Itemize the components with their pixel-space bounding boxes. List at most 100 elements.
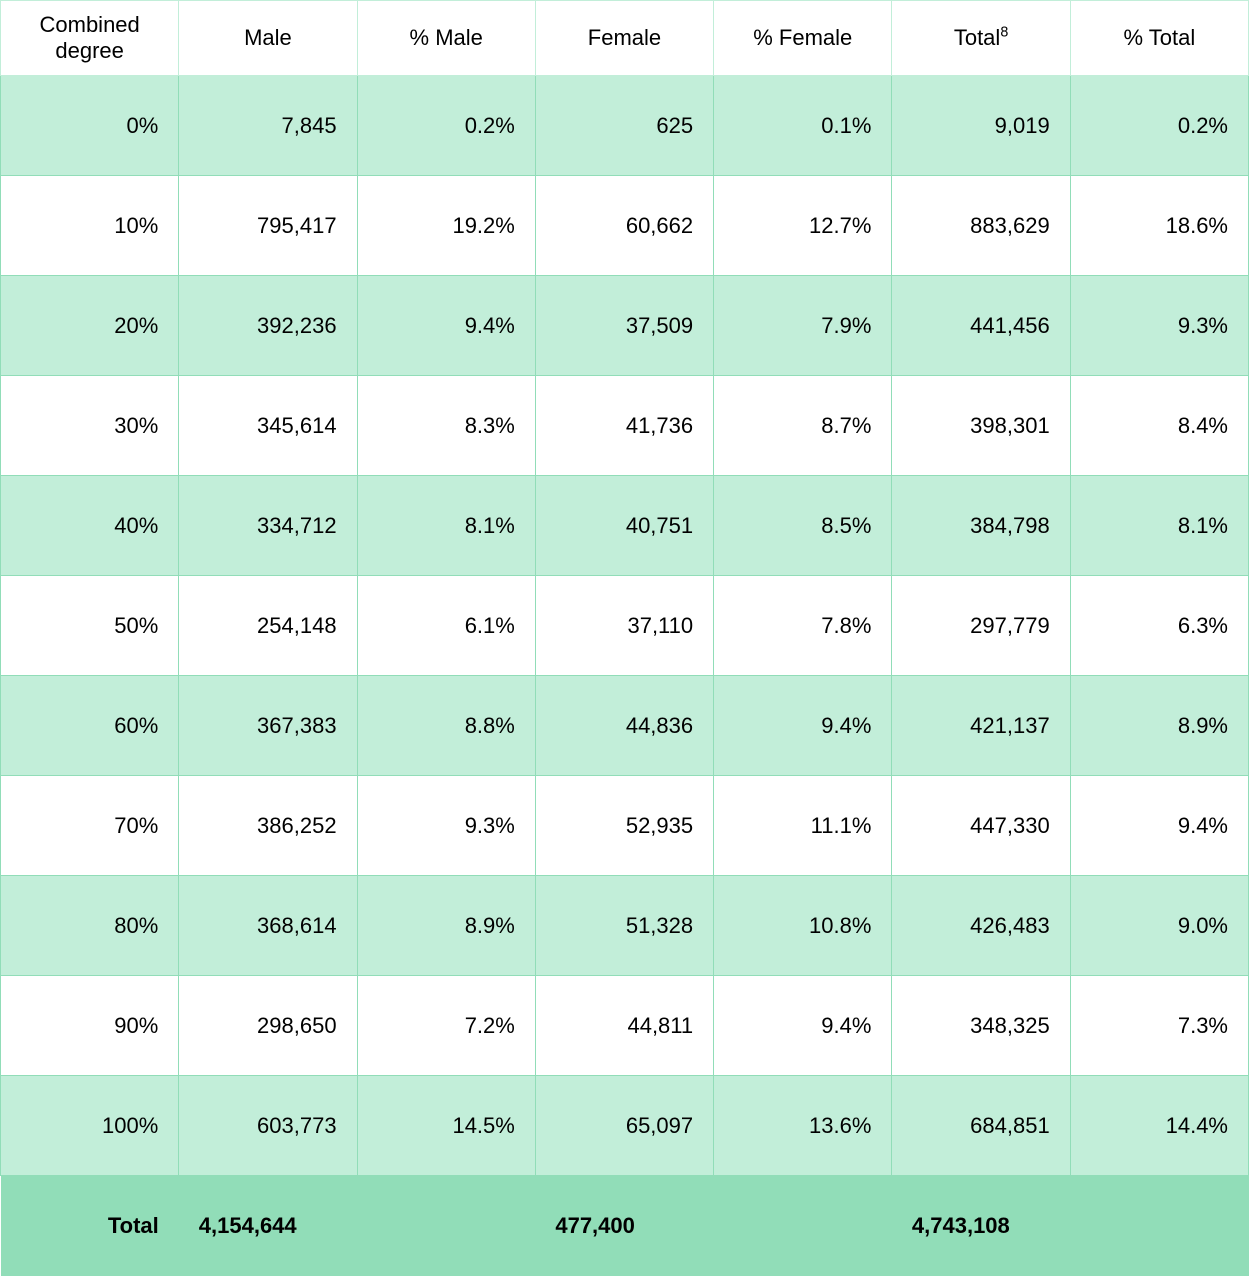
cell-total: 883,629 [892, 176, 1070, 276]
cell-pct_female: 13.6% [714, 1076, 892, 1176]
footer-pct-female [714, 1176, 892, 1276]
cell-combined_degree: 50% [1, 576, 179, 676]
table-row: 10%795,41719.2%60,66212.7%883,62918.6% [1, 176, 1249, 276]
col-header-label: Total [954, 25, 1000, 50]
cell-pct_male: 8.1% [357, 476, 535, 576]
cell-total: 348,325 [892, 976, 1070, 1076]
col-header-label: Male [244, 25, 292, 50]
table-header: Combined degree Male % Male Female % Female T… [1, 1, 1249, 76]
cell-female: 44,836 [535, 676, 713, 776]
cell-pct_total: 9.4% [1070, 776, 1248, 876]
table-row: 0%7,8450.2%6250.1%9,0190.2% [1, 76, 1249, 176]
cell-total: 426,483 [892, 876, 1070, 976]
footer-label: Total [1, 1176, 179, 1276]
cell-combined_degree: 30% [1, 376, 179, 476]
cell-female: 44,811 [535, 976, 713, 1076]
col-header-label: Female [588, 25, 661, 50]
cell-pct_female: 8.5% [714, 476, 892, 576]
cell-pct_male: 8.3% [357, 376, 535, 476]
cell-male: 7,845 [179, 76, 357, 176]
cell-pct_female: 0.1% [714, 76, 892, 176]
col-header-label: Combined degree [40, 12, 140, 63]
cell-pct_male: 8.8% [357, 676, 535, 776]
cell-pct_female: 7.8% [714, 576, 892, 676]
table-row: 100%603,77314.5%65,09713.6%684,85114.4% [1, 1076, 1249, 1176]
cell-pct_female: 9.4% [714, 676, 892, 776]
cell-pct_male: 0.2% [357, 76, 535, 176]
cell-pct_total: 7.3% [1070, 976, 1248, 1076]
col-header-female: Female [535, 1, 713, 76]
col-header-pct_male: % Male [357, 1, 535, 76]
footer-pct-male [357, 1176, 535, 1276]
col-header-male: Male [179, 1, 357, 76]
cell-male: 345,614 [179, 376, 357, 476]
cell-pct_male: 7.2% [357, 976, 535, 1076]
cell-combined_degree: 0% [1, 76, 179, 176]
col-header-pct_female: % Female [714, 1, 892, 76]
cell-pct_total: 9.3% [1070, 276, 1248, 376]
cell-combined_degree: 60% [1, 676, 179, 776]
col-header-superscript: 8 [1000, 25, 1008, 41]
cell-total: 297,779 [892, 576, 1070, 676]
cell-pct_total: 8.4% [1070, 376, 1248, 476]
footer-female-total: 477,400 [535, 1176, 713, 1276]
cell-female: 625 [535, 76, 713, 176]
cell-female: 41,736 [535, 376, 713, 476]
cell-female: 40,751 [535, 476, 713, 576]
cell-pct_total: 6.3% [1070, 576, 1248, 676]
cell-male: 367,383 [179, 676, 357, 776]
cell-pct_male: 9.3% [357, 776, 535, 876]
cell-male: 386,252 [179, 776, 357, 876]
table-row: 30%345,6148.3%41,7368.7%398,3018.4% [1, 376, 1249, 476]
cell-pct_male: 9.4% [357, 276, 535, 376]
cell-pct_total: 8.9% [1070, 676, 1248, 776]
cell-combined_degree: 10% [1, 176, 179, 276]
table-row: 20%392,2369.4%37,5097.9%441,4569.3% [1, 276, 1249, 376]
cell-female: 60,662 [535, 176, 713, 276]
header-row: Combined degree Male % Male Female % Female T… [1, 1, 1249, 76]
cell-female: 51,328 [535, 876, 713, 976]
cell-combined_degree: 40% [1, 476, 179, 576]
cell-pct_female: 7.9% [714, 276, 892, 376]
col-header-label: % Female [753, 25, 852, 50]
table-row: 70%386,2529.3%52,93511.1%447,3309.4% [1, 776, 1249, 876]
cell-pct_total: 9.0% [1070, 876, 1248, 976]
cell-male: 254,148 [179, 576, 357, 676]
cell-total: 398,301 [892, 376, 1070, 476]
cell-pct_female: 8.7% [714, 376, 892, 476]
col-header-combined_degree: Combined degree [1, 1, 179, 76]
cell-male: 795,417 [179, 176, 357, 276]
cell-pct_male: 14.5% [357, 1076, 535, 1176]
cell-male: 603,773 [179, 1076, 357, 1176]
cell-female: 37,110 [535, 576, 713, 676]
cell-pct_total: 8.1% [1070, 476, 1248, 576]
cell-total: 684,851 [892, 1076, 1070, 1176]
table-row: 90%298,6507.2%44,8119.4%348,3257.3% [1, 976, 1249, 1076]
cell-combined_degree: 70% [1, 776, 179, 876]
cell-pct_male: 8.9% [357, 876, 535, 976]
cell-combined_degree: 80% [1, 876, 179, 976]
cell-female: 52,935 [535, 776, 713, 876]
cell-pct_female: 9.4% [714, 976, 892, 1076]
footer-male-total: 4,154,644 [179, 1176, 357, 1276]
cell-pct_female: 12.7% [714, 176, 892, 276]
cell-total: 421,137 [892, 676, 1070, 776]
cell-pct_female: 10.8% [714, 876, 892, 976]
cell-male: 334,712 [179, 476, 357, 576]
cell-female: 65,097 [535, 1076, 713, 1176]
cell-pct_male: 19.2% [357, 176, 535, 276]
cell-pct_total: 18.6% [1070, 176, 1248, 276]
data-table: Combined degree Male % Male Female % Female T… [0, 0, 1249, 1276]
col-header-pct_total: % Total [1070, 1, 1248, 76]
cell-pct_total: 14.4% [1070, 1076, 1248, 1176]
cell-pct_total: 0.2% [1070, 76, 1248, 176]
col-header-label: % Male [410, 25, 483, 50]
cell-combined_degree: 20% [1, 276, 179, 376]
cell-total: 441,456 [892, 276, 1070, 376]
cell-combined_degree: 100% [1, 1076, 179, 1176]
table-body: 0%7,8450.2%6250.1%9,0190.2%10%795,41719.… [1, 76, 1249, 1176]
table-row: 40%334,7128.1%40,7518.5%384,7988.1% [1, 476, 1249, 576]
table-row: 80%368,6148.9%51,32810.8%426,4839.0% [1, 876, 1249, 976]
cell-male: 298,650 [179, 976, 357, 1076]
cell-total: 9,019 [892, 76, 1070, 176]
